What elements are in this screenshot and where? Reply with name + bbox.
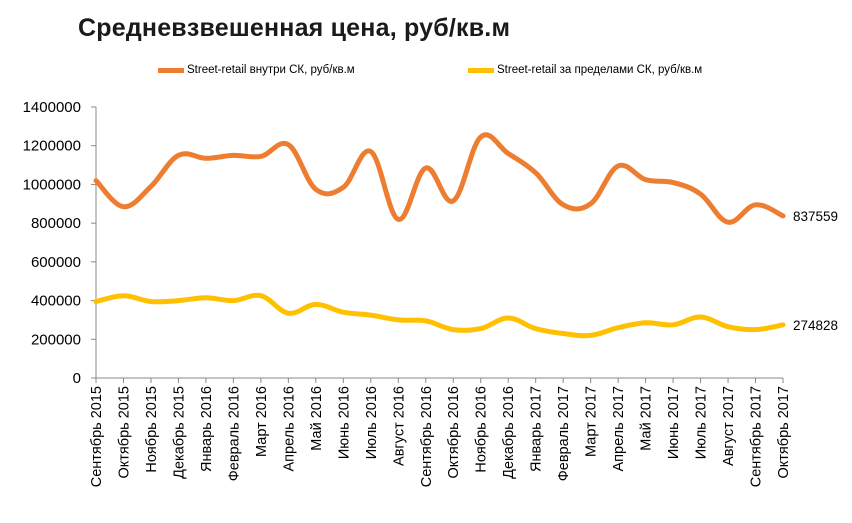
legend-swatch-outside	[468, 67, 494, 73]
x-tick-label: Июнь 2016	[336, 386, 352, 459]
end-value-label: 837559	[793, 209, 838, 224]
y-tick-label: 0	[73, 370, 81, 387]
end-value-label: 274828	[793, 318, 838, 333]
y-tick-label: 1200000	[23, 138, 81, 155]
legend-label-inside: Street-retail внутри СК, руб/кв.м	[187, 64, 355, 76]
x-tick-label: Ноябрь 2015	[144, 386, 160, 473]
y-tick-label: 1000000	[23, 176, 81, 193]
legend-item-inside: Street-retail внутри СК, руб/кв.м	[158, 64, 355, 76]
legend: Street-retail внутри СК, руб/кв.м Street…	[0, 64, 852, 84]
x-tick-label: Июнь 2017	[666, 386, 682, 459]
x-tick-label: Май 2016	[309, 386, 325, 451]
legend-item-outside: Street-retail за пределами СК, руб/кв.м	[468, 64, 702, 76]
x-tick-label: Март 2017	[584, 386, 600, 457]
x-tick-label: Январь 2017	[529, 386, 545, 472]
x-tick-label: Сентябрь 2017	[749, 386, 765, 487]
legend-label-outside: Street-retail за пределами СК, руб/кв.м	[497, 64, 703, 76]
x-tick-label: Апрель 2017	[611, 386, 627, 471]
x-tick-label: Октябрь 2015	[116, 386, 132, 479]
y-tick-label: 400000	[31, 293, 81, 310]
x-tick-label: Сентябрь 2016	[419, 386, 435, 487]
legend-swatch-inside	[158, 67, 184, 73]
x-tick-label: Март 2016	[254, 386, 270, 457]
x-tick-label: Октябрь 2016	[446, 386, 462, 479]
series-line-inside	[93, 132, 786, 225]
x-tick-label: Июль 2017	[694, 386, 710, 459]
y-tick-label: 600000	[31, 254, 81, 271]
x-tick-label: Август 2016	[391, 386, 407, 466]
y-tick-label: 800000	[31, 215, 81, 232]
x-tick-label: Декабрь 2015	[171, 386, 187, 479]
end-labels: 837559 274828	[793, 209, 838, 333]
x-axis: Сентябрь 2015 Октябрь 2015 Ноябрь 2015 Дека…	[89, 377, 792, 487]
x-tick-label: Май 2017	[639, 386, 655, 451]
x-tick-label: Сентябрь 2015	[89, 386, 105, 487]
chart-title: Средневзвешенная цена, руб/кв.м	[78, 14, 511, 42]
x-tick-label: Ноябрь 2016	[474, 386, 490, 473]
series-line-outside	[93, 292, 786, 339]
x-tick-label: Июль 2016	[364, 386, 380, 459]
x-tick-label: Январь 2016	[199, 386, 215, 472]
y-tick-label: 200000	[31, 331, 81, 348]
y-tick-label: 1400000	[23, 99, 81, 116]
x-tick-label: Декабрь 2016	[501, 386, 517, 479]
x-tick-label: Февраль 2016	[226, 386, 242, 481]
series-layer	[93, 132, 786, 339]
x-tick-label: Апрель 2016	[281, 386, 297, 471]
x-tick-label: Август 2017	[721, 386, 737, 466]
y-axis: 0 200000 400000 600000 800000 1000000 1200000 1…	[23, 99, 97, 387]
x-tick-label: Февраль 2017	[556, 386, 572, 481]
x-tick-label: Октябрь 2017	[776, 386, 792, 479]
